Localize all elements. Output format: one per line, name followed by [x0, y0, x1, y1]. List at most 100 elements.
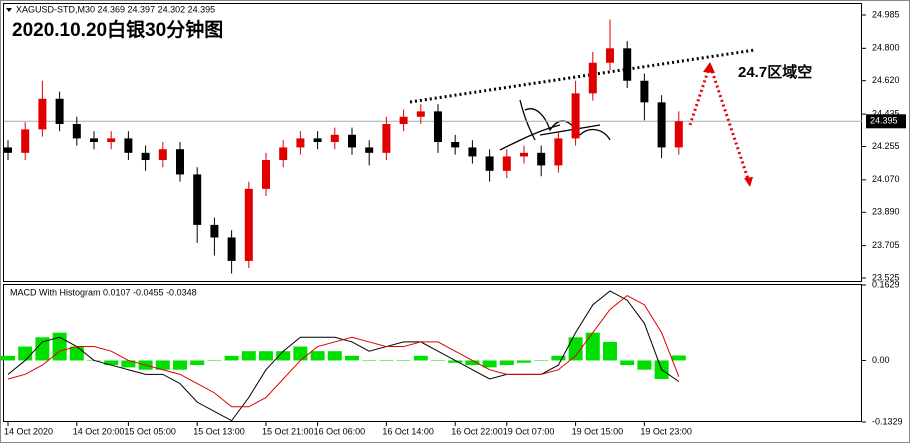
histogram-bar [173, 360, 187, 370]
header: XAGUSD-STD,M30 24.369 24.397 24.302 24.3… [16, 4, 215, 14]
candle-body [262, 160, 270, 189]
histogram-bar [465, 360, 480, 366]
signal-line [7, 295, 680, 408]
candle-body [38, 98, 47, 130]
x-tick-label: 19 Oct 23:00 [640, 426, 692, 436]
candle-body [107, 138, 116, 143]
candle-body [4, 147, 12, 153]
histogram-bar [310, 351, 325, 361]
candle-body [623, 48, 632, 81]
histogram-bar [1, 355, 15, 361]
histogram-bar [620, 360, 635, 366]
histogram-bar [155, 360, 170, 370]
x-tick-label: 14 Oct 20:00 [73, 426, 125, 436]
candle-body [382, 123, 391, 153]
histogram-bar [603, 341, 617, 361]
y-tick-label: 0.1629 [872, 279, 900, 289]
histogram-bar [276, 351, 291, 361]
candle-body [313, 138, 322, 143]
candle-body [416, 111, 425, 117]
x-tick-label: 19 Oct 15:00 [572, 426, 624, 436]
candle-body [193, 174, 202, 225]
histogram-bar [585, 332, 600, 361]
menu-arrow [6, 8, 12, 12]
y-tick-label: 24.620 [872, 75, 900, 85]
candle-body [640, 80, 649, 103]
candle-body [55, 98, 64, 124]
histogram-bar [259, 351, 273, 361]
histogram-bar [517, 360, 531, 363]
histogram-bar [121, 360, 136, 368]
y-tick-label: -0.1329 [872, 416, 903, 426]
candle-body [227, 237, 236, 261]
x-tick-label: 15 Oct 13:00 [193, 426, 245, 436]
x-tick-label: 15 Oct 05:00 [124, 426, 176, 436]
candle-body [520, 152, 528, 157]
candle-body [158, 149, 167, 161]
price-panel [3, 3, 862, 282]
histogram-bar [482, 360, 497, 368]
candle-body [657, 102, 666, 148]
candle-body [348, 134, 356, 148]
signature [499, 99, 611, 151]
x-tick-label: 16 Oct 06:00 [314, 426, 366, 436]
candle-body [399, 116, 408, 124]
candle-body [571, 93, 580, 139]
candle-body [502, 156, 511, 171]
candle-body [176, 149, 184, 175]
y-tick-label: 24.255 [872, 141, 900, 151]
candle-body [330, 134, 339, 143]
x-tick-label: 15 Oct 21:00 [262, 426, 314, 436]
histogram-bar [431, 360, 445, 361]
histogram-bar [241, 351, 256, 361]
histogram-bar [379, 360, 394, 361]
histogram-bar [551, 355, 566, 361]
candle-body [244, 188, 253, 261]
y-tick-label: 23.525 [872, 272, 900, 282]
candle-body [588, 62, 597, 94]
y-tick-label: 24.070 [872, 174, 900, 184]
candle-body [72, 123, 81, 139]
candle-body [210, 224, 219, 238]
candle-body [21, 129, 30, 153]
candle-body [296, 138, 305, 148]
candle-body [124, 138, 133, 153]
last-price-label: 24.395 [870, 116, 898, 126]
macd-panel [3, 284, 862, 422]
histogram-bar [18, 346, 33, 361]
y-tick-label: 24.435 [872, 108, 900, 118]
histogram-bar [224, 355, 239, 361]
candle-body [468, 147, 477, 157]
candle-body [554, 138, 563, 166]
x-tick-label: 16 Oct 14:00 [382, 426, 434, 436]
histogram-bar [637, 360, 652, 370]
histogram-bar [104, 360, 119, 366]
candle-body [674, 121, 683, 148]
candle-body [141, 152, 150, 161]
histogram-bar [448, 360, 463, 363]
forecast-arrow [688, 60, 752, 186]
histogram-bar [362, 360, 377, 361]
last-price-box [866, 114, 906, 129]
candle-body [434, 111, 442, 143]
y-tick-label: 23.705 [872, 240, 900, 250]
histogram-bar [396, 360, 411, 361]
chart-title: 2020.10.20白银30分钟图 [12, 18, 223, 41]
y-tick-label: 24.800 [872, 43, 900, 53]
histogram-bar [69, 346, 84, 361]
annotation: 24.7区域空 [738, 63, 812, 81]
histogram-bar [293, 346, 308, 361]
histogram-bar [345, 355, 359, 361]
candle-body [451, 142, 460, 148]
histogram-bar [568, 337, 583, 361]
y-tick-label: 0.00 [872, 355, 890, 365]
x-tick-label: 19 Oct 07:00 [503, 426, 555, 436]
candle-body [606, 48, 614, 63]
candle-body [279, 147, 288, 161]
histogram-bar [327, 351, 342, 361]
y-tick-label: 23.890 [872, 207, 900, 217]
macd-title: MACD With Histogram 0.0107 -0.0455 -0.03… [10, 287, 197, 297]
histogram-bar [413, 355, 428, 361]
histogram-bar [534, 360, 549, 361]
candle-body [485, 156, 494, 171]
